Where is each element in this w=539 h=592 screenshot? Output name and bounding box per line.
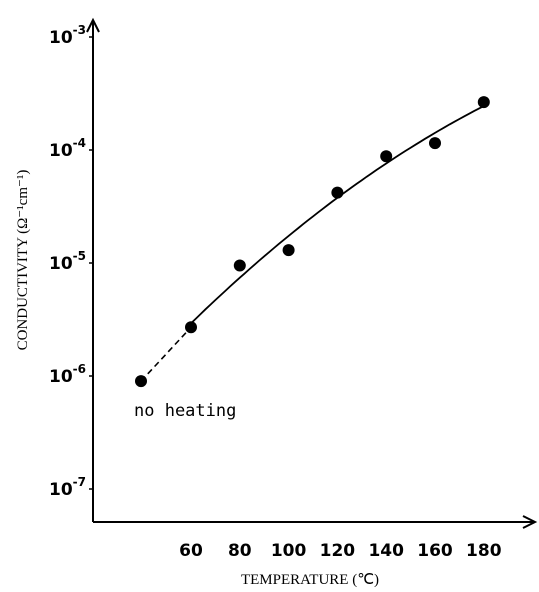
data-point	[429, 137, 441, 150]
fit-curve-line	[190, 105, 485, 324]
x-tick-label: 120	[320, 541, 356, 561]
data-point	[477, 96, 490, 109]
data-points	[135, 96, 490, 388]
x-tick-label: 140	[368, 541, 404, 561]
axes	[86, 17, 538, 529]
x-tick-label: 60	[179, 541, 203, 561]
data-point	[135, 375, 147, 388]
x-ticks: 60 80 100 120 140 160 180	[179, 541, 502, 561]
x-tick-label: 100	[271, 541, 307, 561]
data-point	[233, 259, 246, 272]
data-point	[282, 244, 295, 257]
y-axis-label: CONDUCTIVITY (Ω⁻¹cm⁻¹)	[15, 170, 31, 351]
data-point	[331, 186, 344, 199]
x-axis-arrow	[522, 515, 538, 529]
y-ticks: 10-3 10-4 10-5 10-6 10-7	[49, 23, 93, 500]
x-tick-label: 180	[466, 541, 502, 561]
x-tick-label: 160	[417, 541, 453, 561]
y-tick-label: 10-3	[49, 23, 86, 48]
x-axis-label: TEMPERATURE (℃)	[241, 572, 379, 588]
data-point	[185, 321, 197, 334]
y-tick-label: 10-4	[49, 136, 86, 161]
no-heating-annotation: no heating	[134, 401, 236, 421]
extrapolation-dashed-line	[140, 326, 192, 382]
y-tick-label: 10-5	[49, 249, 86, 274]
data-point	[380, 150, 393, 163]
y-tick-label: 10-6	[49, 362, 86, 387]
x-tick-label: 80	[228, 541, 252, 561]
y-axis-arrow	[86, 17, 100, 33]
y-tick-label: 10-7	[49, 475, 86, 500]
